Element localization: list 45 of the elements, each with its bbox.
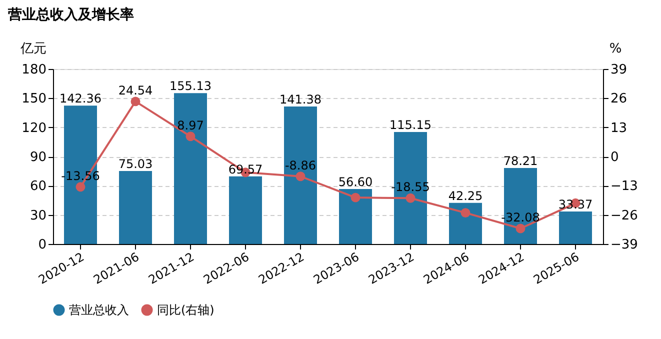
data-label: 78.21 — [503, 154, 538, 168]
data-label: 142.36 — [60, 92, 102, 106]
data-label: 75.03 — [118, 157, 153, 172]
y-tick-label: 120 — [22, 120, 46, 136]
y2-tick-label: 0 — [610, 150, 619, 165]
point — [460, 208, 470, 218]
y2-tick-label: 13 — [610, 120, 628, 136]
data-label: -8.86 — [284, 158, 316, 172]
point — [296, 172, 306, 182]
y-tick-label: 60 — [30, 179, 46, 194]
y2-tick-label: −39 — [610, 238, 638, 252]
bar — [284, 106, 317, 244]
point — [186, 132, 196, 142]
y-tick-label: 90 — [30, 150, 46, 165]
y2-tick-label: 26 — [610, 92, 628, 107]
bar — [119, 171, 152, 244]
point — [406, 193, 416, 203]
data-label: 141.38 — [280, 92, 322, 107]
point — [516, 224, 526, 234]
legend-label: 营业总收入 — [69, 303, 129, 317]
data-label: 24.54 — [118, 83, 153, 98]
chart-title: 营业总收入及增长率 — [7, 6, 134, 23]
data-label: 42.25 — [448, 188, 483, 203]
bar — [449, 202, 482, 244]
bar — [174, 93, 207, 244]
point — [76, 182, 86, 192]
bar — [339, 188, 372, 244]
y2-axis-title: % — [609, 42, 622, 56]
y2-tick-label: −26 — [610, 208, 638, 224]
point — [130, 96, 140, 106]
data-label: 155.13 — [170, 79, 212, 94]
bar — [229, 176, 262, 244]
point — [350, 192, 360, 202]
data-label: 56.60 — [338, 174, 373, 189]
data-label: 115.15 — [390, 118, 432, 132]
y-tick-label: 180 — [22, 62, 46, 78]
y-tick-label: 0 — [38, 238, 46, 252]
y2-tick-label: 39 — [610, 62, 628, 78]
bar — [559, 212, 592, 244]
legend-label: 同比(右轴) — [157, 303, 214, 317]
y-tick-label: 30 — [30, 208, 46, 224]
y2-tick-label: −13 — [610, 179, 638, 194]
data-label: 8.97 — [177, 118, 204, 132]
y-tick-label: 150 — [22, 92, 46, 107]
y-axis-title: 亿元 — [20, 42, 46, 56]
